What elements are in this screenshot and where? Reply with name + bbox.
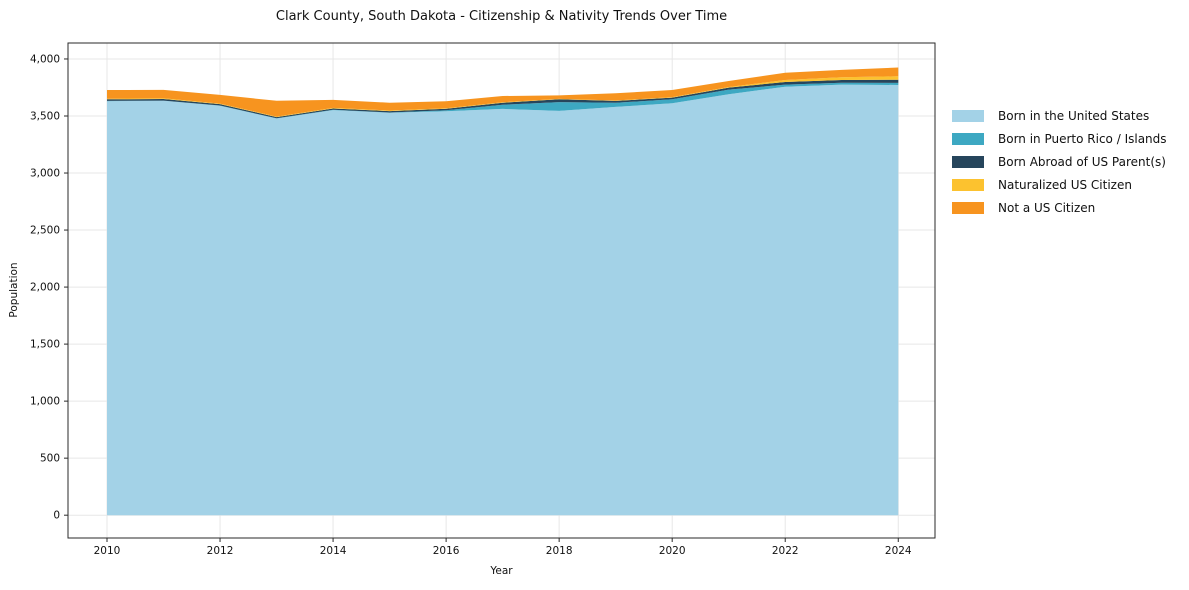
ytick-label-4000: 4,000: [30, 53, 60, 65]
plot-border: [67, 42, 936, 539]
legend-label-born-abroad-of-us-parent-s: Born Abroad of US Parent(s): [998, 154, 1166, 169]
y-axis-label: Population: [8, 262, 20, 318]
area-naturalized-us-citizen: [107, 76, 899, 118]
xtick-label-2016: 2016: [433, 545, 460, 557]
xtick-label-2010: 2010: [94, 545, 121, 557]
ytick-label-1500: 1,500: [30, 339, 60, 351]
ytick-label-1000: 1,000: [30, 396, 60, 408]
xtick-label-2014: 2014: [320, 545, 347, 557]
legend-swatch-naturalized-us-citizen: [952, 178, 984, 191]
xtick-label-2024: 2024: [885, 545, 912, 557]
legend-swatch-born-in-the-united-states: [952, 109, 984, 122]
xtick-label-2018: 2018: [546, 545, 573, 557]
legend-swatch-not-a-us-citizen: [952, 201, 984, 214]
xtick-label-2012: 2012: [207, 545, 234, 557]
legend-label-born-in-the-united-states: Born in the United States: [998, 108, 1150, 123]
legend-label-not-a-us-citizen: Not a US Citizen: [998, 200, 1096, 215]
chart-title: Clark County, South Dakota - Citizenship…: [275, 9, 728, 24]
legend-item-born-in-puerto-rico-islands: Born in Puerto Rico / Islands: [952, 127, 1167, 150]
legend-item-naturalized-us-citizen: Naturalized US Citizen: [952, 173, 1167, 196]
xtick-label-2022: 2022: [772, 545, 799, 557]
area-born-in-the-united-states: [107, 84, 899, 516]
legend-swatch-born-in-puerto-rico-islands: [952, 132, 984, 145]
legend-item-not-a-us-citizen: Not a US Citizen: [952, 196, 1167, 219]
ytick-label-2000: 2,000: [30, 282, 60, 294]
ytick-label-3500: 3,500: [30, 110, 60, 122]
legend-swatch-born-abroad-of-us-parent-s: [952, 155, 984, 168]
ytick-label-500: 500: [40, 453, 60, 465]
ytick-label-2500: 2,500: [30, 225, 60, 237]
ytick-label-0: 0: [53, 510, 60, 522]
legend-item-born-in-the-united-states: Born in the United States: [952, 104, 1167, 127]
x-axis-label: Year: [490, 565, 513, 577]
legend-item-born-abroad-of-us-parent-s: Born Abroad of US Parent(s): [952, 150, 1167, 173]
ytick-label-3000: 3,000: [30, 168, 60, 180]
legend-label-naturalized-us-citizen: Naturalized US Citizen: [998, 177, 1132, 192]
area-not-a-us-citizen: [107, 67, 899, 117]
xtick-label-2020: 2020: [659, 545, 686, 557]
legend-label-born-in-puerto-rico-islands: Born in Puerto Rico / Islands: [998, 131, 1167, 146]
legend: Born in the United States Born in Puerto …: [952, 104, 1167, 219]
